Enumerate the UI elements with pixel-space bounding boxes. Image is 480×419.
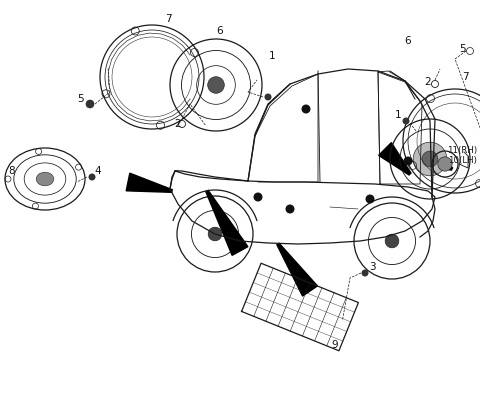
Circle shape bbox=[403, 117, 409, 124]
Circle shape bbox=[438, 157, 452, 171]
Circle shape bbox=[301, 104, 311, 114]
Text: 7: 7 bbox=[462, 72, 468, 82]
Text: 8: 8 bbox=[9, 166, 15, 176]
Circle shape bbox=[422, 151, 438, 167]
Text: 10(LH): 10(LH) bbox=[447, 157, 477, 166]
Text: 2: 2 bbox=[175, 119, 181, 129]
Text: 9: 9 bbox=[332, 340, 338, 350]
Text: 5: 5 bbox=[77, 94, 84, 104]
Circle shape bbox=[361, 269, 369, 277]
Circle shape bbox=[253, 192, 263, 202]
Circle shape bbox=[365, 194, 374, 204]
Polygon shape bbox=[126, 173, 172, 192]
Text: 2: 2 bbox=[425, 77, 432, 87]
Polygon shape bbox=[206, 190, 248, 255]
Circle shape bbox=[286, 204, 295, 214]
Polygon shape bbox=[429, 152, 453, 170]
Polygon shape bbox=[379, 142, 411, 175]
Text: 7: 7 bbox=[165, 14, 171, 24]
Circle shape bbox=[208, 77, 224, 93]
Circle shape bbox=[413, 142, 447, 176]
Circle shape bbox=[86, 100, 94, 108]
Polygon shape bbox=[277, 243, 317, 296]
Text: 5: 5 bbox=[460, 44, 466, 54]
Text: 3: 3 bbox=[369, 262, 375, 272]
Text: 1: 1 bbox=[395, 110, 401, 120]
Circle shape bbox=[385, 234, 399, 248]
Text: 1: 1 bbox=[269, 51, 276, 61]
Text: 6: 6 bbox=[405, 36, 411, 46]
Circle shape bbox=[88, 173, 96, 181]
Text: 4: 4 bbox=[95, 166, 101, 176]
Circle shape bbox=[404, 157, 412, 166]
Text: 6: 6 bbox=[216, 26, 223, 36]
Circle shape bbox=[208, 227, 222, 241]
Circle shape bbox=[264, 93, 272, 101]
Ellipse shape bbox=[36, 172, 54, 186]
Text: 11(RH): 11(RH) bbox=[447, 147, 477, 155]
